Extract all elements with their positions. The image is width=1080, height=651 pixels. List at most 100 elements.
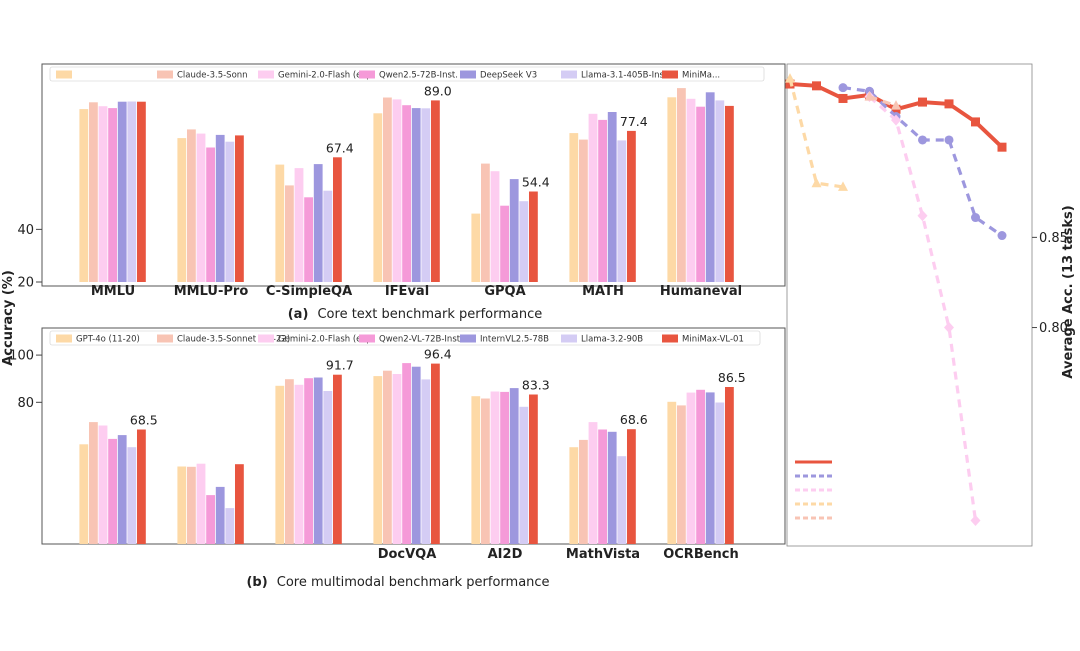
data-label-text-4: 54.4	[522, 175, 550, 190]
bar-text-0-2	[98, 106, 108, 282]
legend-label-multimodal-1: Claude-3.5-Sonnet (10-22)	[177, 335, 290, 345]
bar-multimodal-2-6	[333, 374, 342, 544]
bar-multimodal-6-5	[715, 402, 725, 544]
legend-label-text-6: MiniMa...	[682, 71, 720, 81]
multimodal-legend: GPT-4o (11-20) Claude-3.5-Sonnet (10-22)G…	[49, 330, 761, 346]
category-label-text-4: GPQA	[484, 284, 525, 299]
long-context-panel: 0.85 0.80 Average Acc. (13 tasks)	[785, 63, 1076, 547]
bar-multimodal-0-6	[137, 429, 146, 544]
bar-multimodal-2-3	[304, 378, 313, 544]
data-label-multimodal-3: 96.4	[424, 347, 452, 362]
bar-multimodal-0-5	[127, 447, 137, 544]
bar-text-3-5	[421, 108, 431, 282]
bar-multimodal-4-4	[509, 388, 519, 544]
line-point-1-0	[838, 83, 848, 93]
data-label-multimodal-0: 68.5	[130, 413, 158, 428]
legend-label-multimodal-4: InternVL2.5-78B	[480, 335, 549, 345]
text-chart-title-letter: (a)	[288, 307, 309, 322]
bar-text-2-6	[333, 157, 342, 282]
bar-multimodal-4-3	[500, 391, 509, 544]
text-plot-frame	[41, 63, 786, 287]
legend-swatch-text-3	[359, 70, 375, 79]
data-label-multimodal-2: 91.7	[326, 358, 354, 373]
bar-text-4-6	[529, 191, 538, 282]
bar-multimodal-4-2	[490, 391, 500, 544]
y-tick-multimodal-0: 80	[17, 396, 34, 411]
line-point-2-4	[970, 515, 981, 527]
bar-text-6-5	[715, 100, 725, 283]
category-label-multimodal-6: OCRBench	[663, 547, 739, 562]
bar-multimodal-3-0	[373, 376, 383, 544]
bar-multimodal-5-5	[617, 456, 627, 544]
bar-text-0-6	[137, 101, 146, 282]
bar-multimodal-3-2	[392, 374, 402, 544]
legend-swatch-multimodal-4	[460, 334, 476, 343]
bar-multimodal-2-5	[323, 391, 333, 544]
bar-multimodal-6-6	[725, 387, 734, 544]
category-label-text-1: MMLU-Pro	[174, 284, 249, 299]
bar-text-4-2	[490, 171, 500, 282]
data-label-multimodal-4: 83.3	[522, 378, 550, 393]
legend-label-text-2: Gemini-2.0-Flash (exp)	[278, 71, 375, 81]
legend-swatch-multimodal-5	[561, 334, 577, 343]
bar-multimodal-1-2	[196, 463, 206, 544]
line-point-3-1	[811, 177, 822, 188]
legend-swatch-multimodal-1	[157, 334, 173, 343]
bar-multimodal-6-0	[667, 401, 677, 544]
bar-multimodal-1-1	[187, 466, 196, 544]
text-chart-title-text: Core text benchmark performance	[317, 307, 542, 322]
legend-swatch-text-6	[662, 70, 678, 79]
line-point-0-8	[997, 142, 1007, 152]
line-point-4-0	[864, 91, 875, 101]
bar-multimodal-6-2	[686, 392, 696, 544]
long-context-y-ticks: 0.85 0.80	[1032, 231, 1068, 336]
line-point-0-7	[971, 117, 980, 127]
category-label-text-0: MMLU	[91, 284, 135, 299]
legend-label-text-5: Llama-3.1-405B-Inst.	[581, 71, 670, 81]
bar-multimodal-5-2	[588, 422, 598, 544]
line-series-3	[788, 78, 844, 189]
bar-text-4-5	[519, 201, 529, 282]
text-chart-title: (a) Core text benchmark performance	[288, 303, 543, 322]
long-context-plot-frame	[786, 63, 1033, 547]
bar-text-4-1	[481, 163, 490, 282]
category-label-text-3: IFEval	[385, 284, 429, 299]
line-point-0-5	[918, 97, 927, 107]
line-point-2-2	[917, 210, 928, 222]
y-axis-label: Accuracy (%)	[1, 270, 16, 366]
legend-swatch-text-2	[258, 70, 274, 79]
category-label-multimodal-5: MathVista	[566, 547, 640, 562]
legend-swatch-text-4	[460, 70, 476, 79]
bar-multimodal-2-4	[313, 377, 323, 544]
bar-multimodal-5-1	[579, 439, 588, 544]
legend-label-text-4: DeepSeek V3	[480, 71, 537, 81]
line-point-1-4	[944, 135, 954, 145]
category-label-text-5: MATH	[582, 284, 624, 299]
line-point-3-0	[785, 73, 795, 83]
multimodal-chart-title-letter: (b)	[246, 575, 267, 590]
legend-swatch-multimodal-2	[258, 334, 274, 343]
bar-multimodal-6-4	[705, 392, 715, 544]
legend-swatch-multimodal-0	[56, 334, 72, 343]
bar-text-0-4	[117, 101, 127, 282]
bar-text-4-3	[500, 205, 509, 282]
bar-text-2-5	[323, 190, 333, 282]
bar-multimodal-0-0	[79, 444, 89, 544]
bar-text-6-3	[696, 106, 705, 282]
bar-multimodal-2-0	[275, 385, 285, 544]
bar-text-2-0	[275, 164, 285, 282]
multimodal-bars: 68.5 91.7 96.4 83.3 68.6 86.5	[79, 347, 746, 544]
bar-text-6-6	[725, 105, 734, 283]
bar-text-3-3	[402, 105, 411, 282]
bar-multimodal-2-1	[285, 379, 294, 544]
bar-text-1-0	[177, 138, 187, 282]
line-series-2	[868, 95, 978, 521]
data-label-multimodal-6: 86.5	[718, 370, 746, 385]
multimodal-category-labels: DocVQA AI2D MathVista OCRBench	[378, 547, 739, 562]
bar-multimodal-4-5	[519, 406, 529, 544]
legend-swatch-multimodal-3	[359, 334, 375, 343]
bar-text-0-0	[79, 109, 89, 282]
bar-text-1-2	[196, 133, 206, 282]
